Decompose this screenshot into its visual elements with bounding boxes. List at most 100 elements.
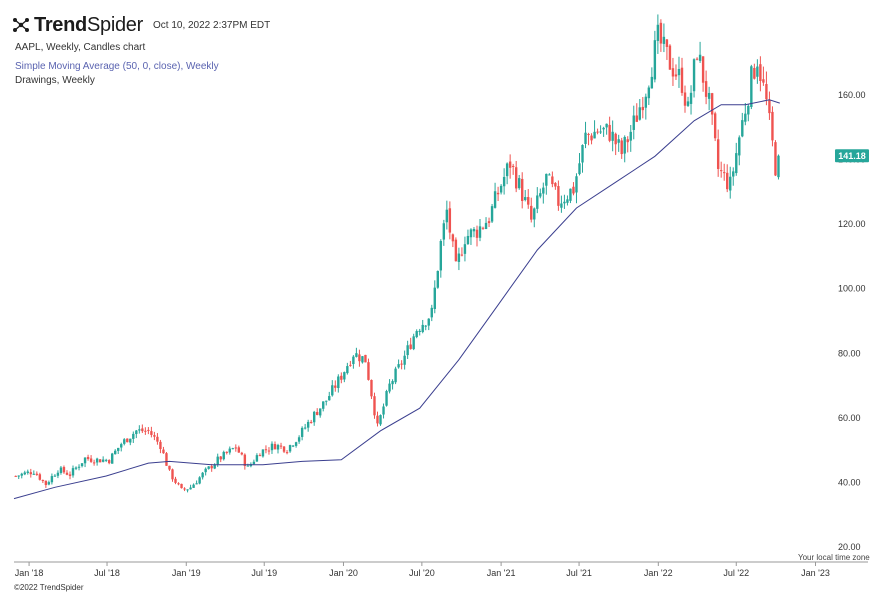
candle-body [478,226,482,238]
candle-body [448,208,452,233]
logo-text-bold: Trend [34,13,87,36]
candle-body [701,56,705,83]
candle-body [524,197,527,201]
last-price-tag-bg [835,149,869,163]
candle-body [129,438,132,443]
candle-body [207,466,210,469]
candle-body [726,172,729,190]
candle-body [762,79,765,83]
candle-body [569,188,572,201]
candle-body [629,131,632,141]
candle-body [493,191,497,208]
candle-body [683,92,687,106]
x-axis: Jan '18 Jul '18 Jan '19 Jul '19 Jan '20 Jul '… [14,561,868,578]
candle-body [689,92,693,104]
candle-body [605,123,608,128]
candle-body [38,474,42,480]
candle-body [107,460,111,464]
candle-body [234,447,238,449]
candle-body [665,39,669,47]
candle-body [352,356,355,365]
candle-body [101,459,105,462]
y-tick-label: 20.00 [838,542,861,552]
candle-body [261,449,265,457]
candle-body [309,421,313,423]
candle-body [373,396,376,416]
candle-body [674,74,678,77]
candle-body [719,170,723,172]
candle-body [123,439,126,444]
legend-chart-description[interactable]: AAPL, Weekly, Candles chart [15,42,146,53]
candle-body [650,76,654,89]
x-tick-label: Jul '20 [409,568,435,578]
candle-body [174,478,177,483]
candle-body [114,450,117,455]
candle-body [578,163,581,175]
legend-drawings[interactable]: Drawings, Weekly [15,75,95,86]
candle-body [379,415,382,425]
candle-body [23,472,26,475]
candle-body [141,428,144,432]
candle-body [165,453,168,466]
y-tick-label: 100.00 [838,284,866,294]
candle-body [424,325,427,327]
candle-body [291,445,295,447]
candle-body [192,484,195,488]
candle-body [662,36,666,44]
candle-body [71,468,75,476]
candle-body [421,324,424,333]
candle-body [349,364,352,366]
x-tick-label: Jan '20 [329,568,358,578]
candle-body [325,400,328,402]
x-tick-label: Jan '19 [172,568,201,578]
candle-body [430,307,433,318]
candle-body [32,473,36,475]
candle-body [695,58,699,60]
candle-body [680,67,684,93]
candle-body [394,368,397,383]
candle-body [502,176,506,187]
candle-body [572,186,575,194]
candle-body [340,375,343,380]
candle-body [47,482,51,485]
candle-body [653,40,657,80]
candle-body [581,145,584,163]
candle-body [110,453,114,464]
timezone-note[interactable]: Your local time zone [798,553,870,562]
candle-body [635,115,638,122]
candle-body [243,454,247,466]
candle-body [466,235,470,245]
candle-body [551,176,554,185]
legend-sma-indicator[interactable]: Simple Moving Average (50, 0, close), We… [15,61,219,72]
candle-body [204,468,207,473]
candle-body [285,452,289,454]
y-tick-label: 40.00 [838,477,861,487]
candle-body [620,140,623,155]
candle-body [400,363,403,365]
candle-body [557,186,560,206]
candle-body [626,139,629,143]
candle-body [189,487,192,490]
y-tick-label: 120.00 [838,219,866,229]
candle-body [566,199,569,203]
candle-body [590,135,593,141]
candle-body [180,483,183,489]
candle-body [231,448,234,450]
candle-body [750,66,753,107]
candle-body [331,385,334,396]
candle-body [255,455,259,462]
candle-body [117,447,120,451]
candle-body [738,137,741,156]
candle-body [312,411,316,423]
candle-body [632,115,635,130]
candle-body [644,96,648,108]
candle-body [50,476,54,483]
candle-body [171,469,174,480]
candle-body [439,240,443,271]
candle-body [346,366,349,374]
candle-body [270,443,274,451]
candle-body [463,244,467,254]
candle-body [457,253,461,262]
candle-body [707,92,711,99]
